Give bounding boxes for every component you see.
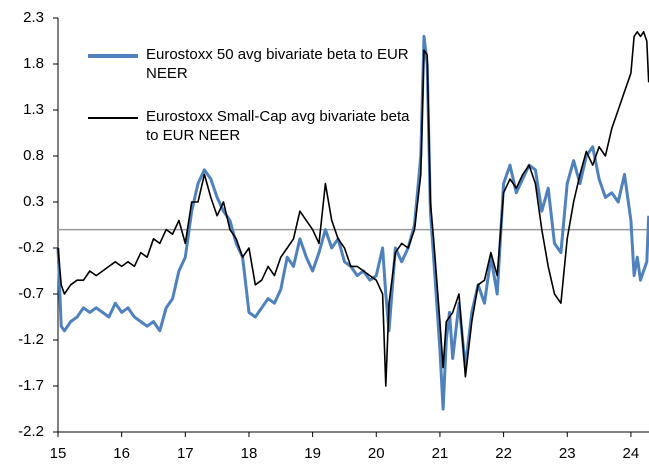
y-tick-label: 0.3	[23, 193, 44, 210]
x-tick-label: 22	[495, 445, 512, 462]
series-line	[57, 30, 649, 387]
y-tick-label: -0.2	[18, 239, 44, 256]
x-tick-label: 20	[368, 445, 385, 462]
y-tick-label: -1.7	[18, 377, 44, 394]
x-tick-label: 24	[623, 445, 640, 462]
y-tick-label: -0.7	[18, 285, 44, 302]
x-tick-label: 18	[241, 445, 258, 462]
x-tick-label: 19	[304, 445, 321, 462]
y-tick-label: 0.8	[23, 147, 44, 164]
legend-label: Eurostoxx 50 avg bivariate beta to EUR N…	[146, 46, 409, 82]
x-tick-label: 16	[113, 445, 130, 462]
series-line	[56, 34, 649, 411]
x-tick-label: 23	[559, 445, 576, 462]
y-tick-label: 2.3	[23, 9, 44, 26]
x-tick-label: 21	[432, 445, 449, 462]
y-tick-label: 1.3	[23, 101, 44, 118]
y-tick-label: 1.8	[23, 55, 44, 72]
legend-label: Eurostoxx Small-Cap avg bivariate beta t…	[146, 108, 410, 144]
x-tick-label: 15	[50, 445, 67, 462]
y-tick-label: -2.2	[18, 423, 44, 440]
x-tick-label: 17	[177, 445, 194, 462]
y-tick-label: -1.2	[18, 331, 44, 348]
